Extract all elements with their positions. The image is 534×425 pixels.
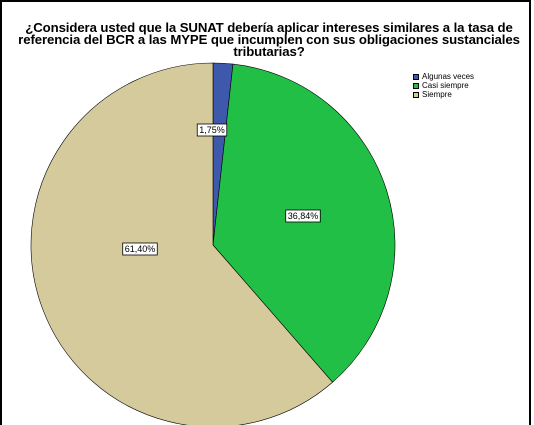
data-label-box <box>196 123 228 137</box>
data-label-text: 36,84% <box>288 211 319 221</box>
pie-slice-casi-siempre <box>212 63 396 383</box>
legend-swatch-casi-siempre <box>413 82 419 89</box>
data-label-box <box>122 242 158 256</box>
data-label-text: 1,75% <box>199 125 225 135</box>
legend-item: Algunas veces <box>413 72 474 81</box>
chart-title-line-1: ¿Considera usted que la SUNAT debería ap… <box>25 20 513 35</box>
chart-title-line-2: referencia del BCR a las MYPE que incump… <box>18 32 520 47</box>
pie-data-labels: 1,75% 36,84% 61,40% <box>122 123 321 256</box>
chart-title-line-3: tributarias? <box>233 44 305 59</box>
legend-label: Casi siempre <box>422 81 469 90</box>
legend-label: Algunas veces <box>422 72 475 81</box>
legend-item: Siempre <box>413 90 474 99</box>
legend-item: Casi siempre <box>413 81 474 90</box>
chart-title: ¿Considera usted que la SUNAT debería ap… <box>4 20 534 59</box>
legend-swatch-algunas-veces <box>413 73 419 80</box>
data-label-algunas-veces: 1,75% <box>196 123 228 137</box>
legend-swatch-siempre <box>413 91 419 98</box>
data-label-box <box>285 209 321 223</box>
data-label-text: 61,40% <box>125 244 156 254</box>
legend-label: Siempre <box>422 90 452 99</box>
pie-slices <box>30 62 396 425</box>
chart-legend: Algunas veces Casi siempre Siempre <box>413 72 474 99</box>
data-label-casi-siempre: 36,84% <box>285 209 321 223</box>
data-label-siempre: 61,40% <box>122 242 158 256</box>
